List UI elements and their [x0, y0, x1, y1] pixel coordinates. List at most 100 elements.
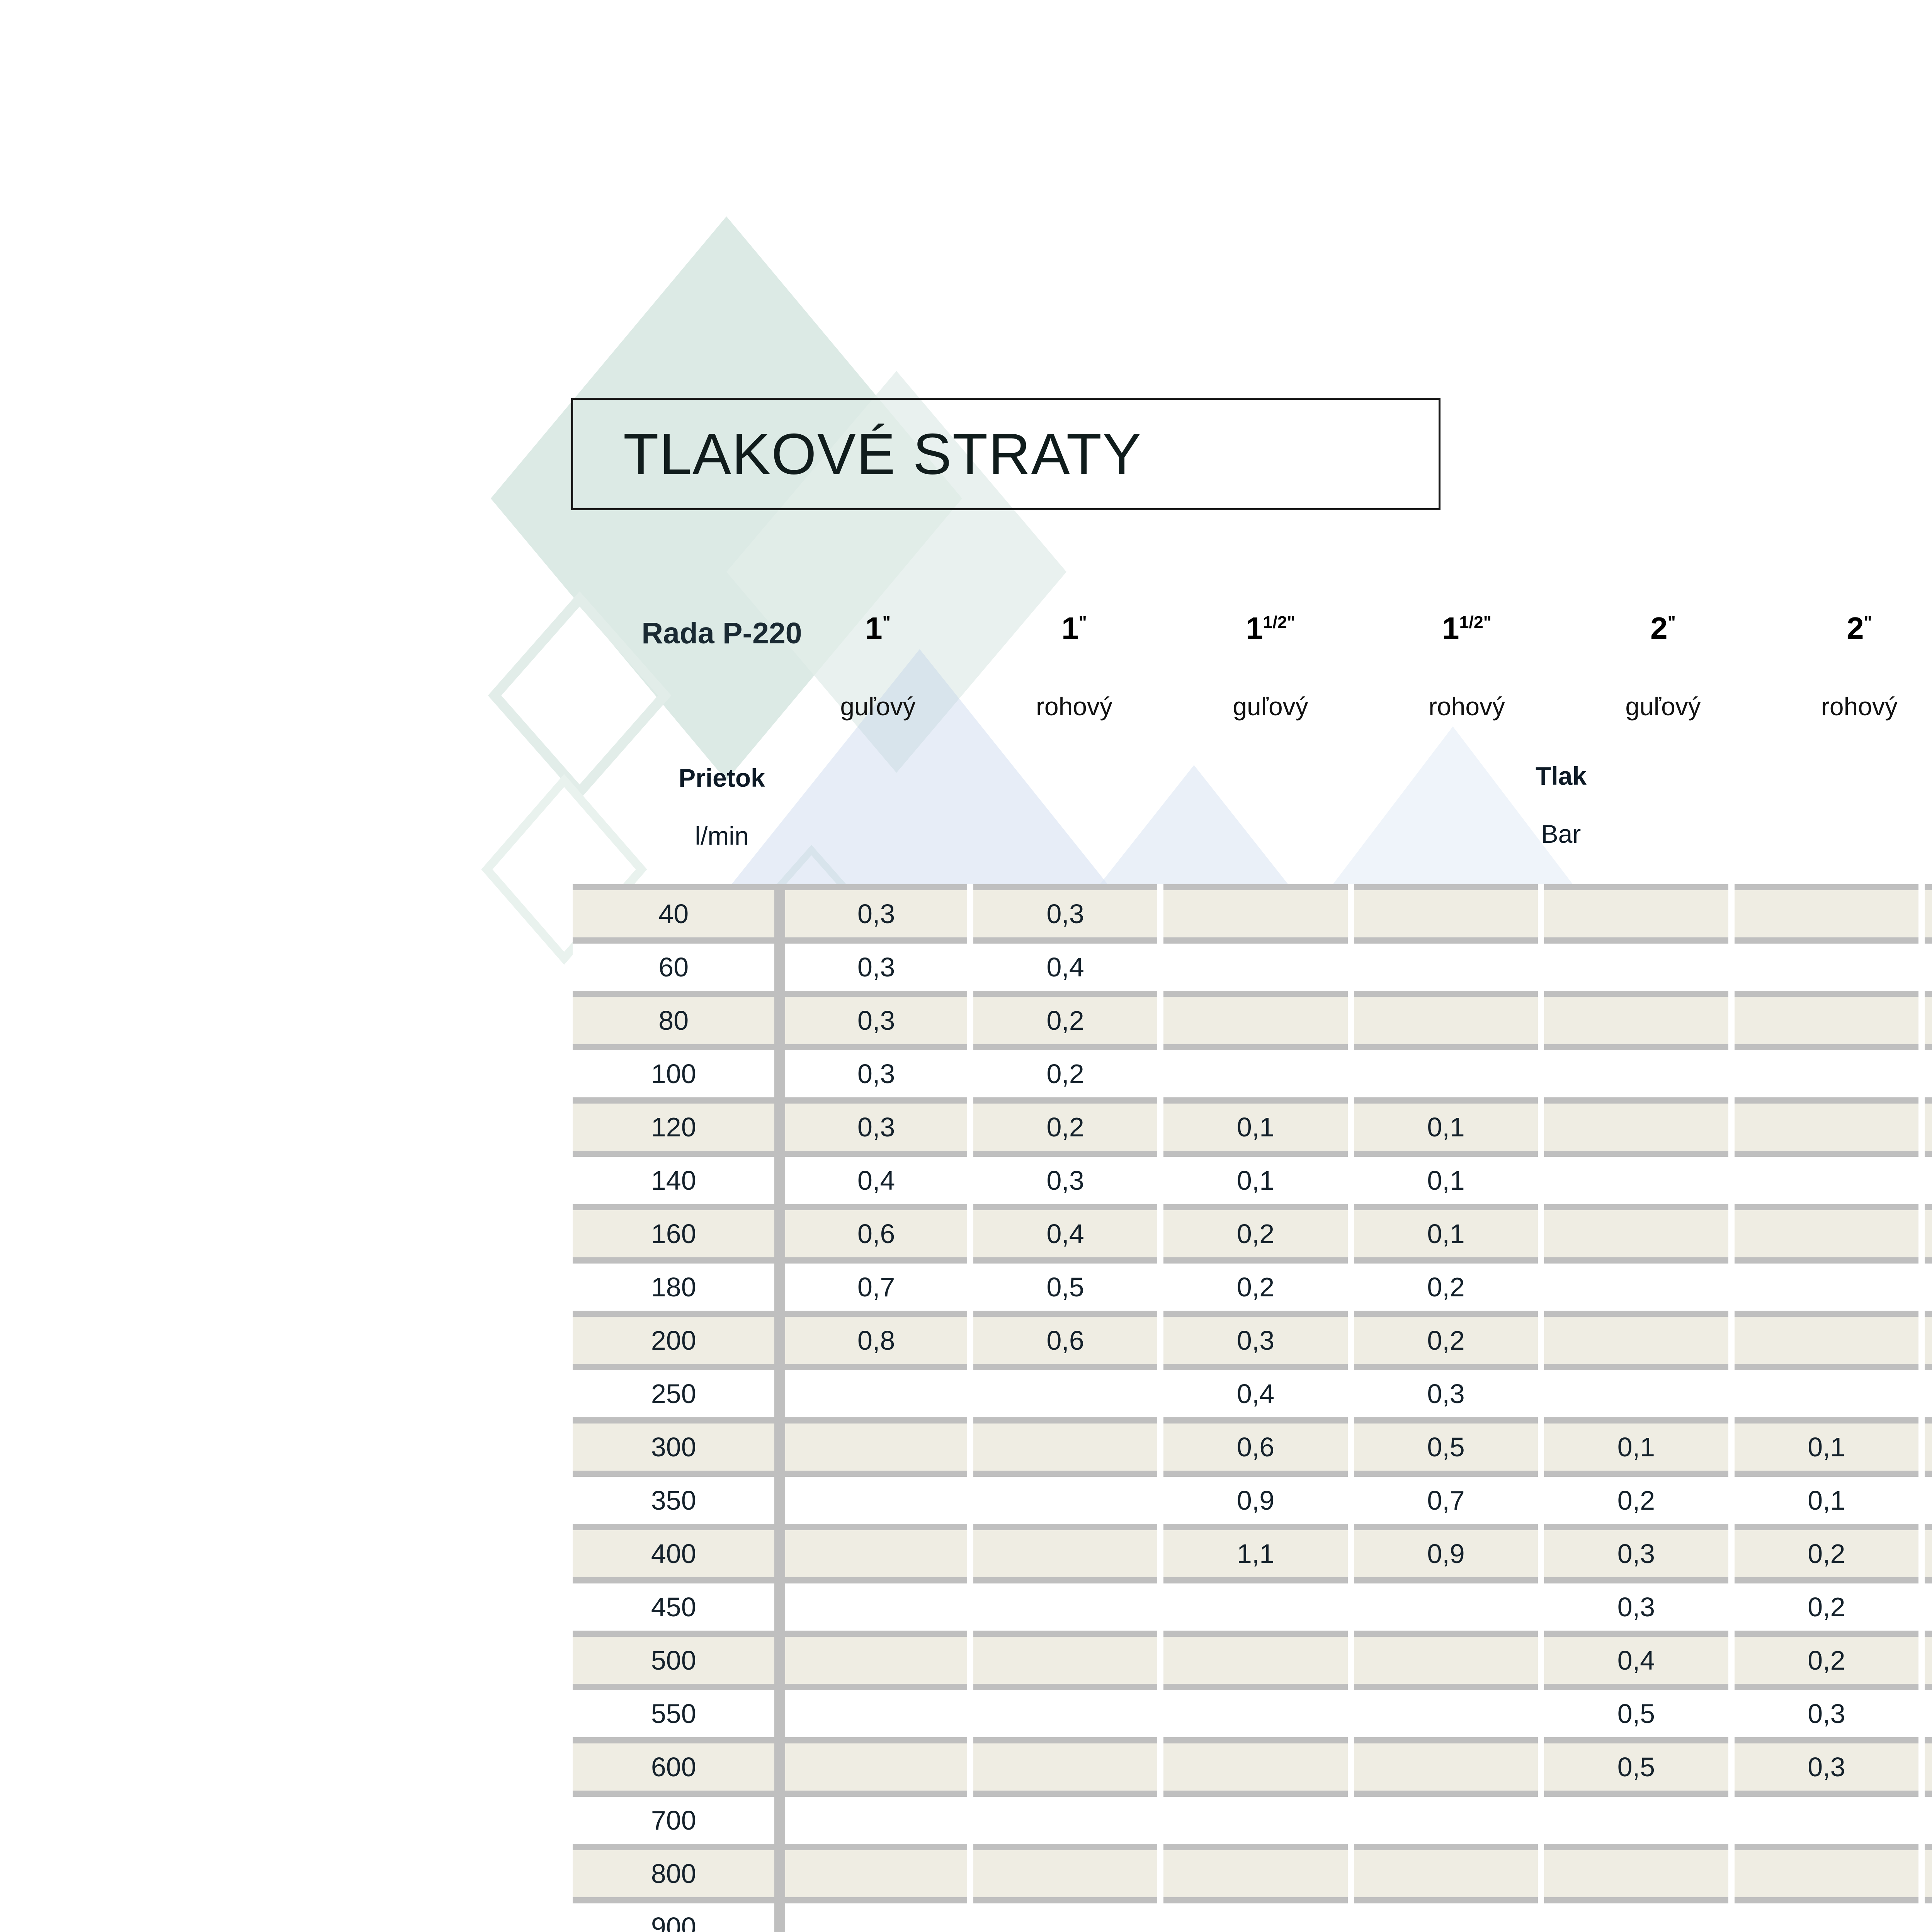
page-title-box: TLAKOVÉ STRATY — [571, 398, 1440, 510]
cell-flow: 700 — [573, 1791, 786, 1847]
cell-flow: 180 — [573, 1257, 786, 1314]
cell-flow: 120 — [573, 1097, 786, 1154]
cell-value — [1160, 1844, 1354, 1900]
cell-value: 0,2 — [970, 1044, 1164, 1100]
cell-value: 0,7 — [780, 1257, 973, 1314]
cell-flow: 250 — [573, 1364, 786, 1420]
cell-value — [1922, 1097, 1932, 1154]
cell-value — [1160, 1897, 1354, 1932]
cell-value: 0,2 — [1922, 1737, 1932, 1794]
cell-value: 0,2 — [970, 991, 1164, 1047]
cell-value: 0,2 — [1731, 1577, 1925, 1634]
cell-value — [1731, 991, 1925, 1047]
cell-value — [1350, 1631, 1544, 1687]
cell-value — [780, 1417, 973, 1474]
table-row: 80 0,3 0,2 — [573, 991, 1932, 1047]
flow-unit: l/min — [695, 821, 749, 850]
cell-value — [1160, 1684, 1354, 1740]
cell-value: 0,9 — [1160, 1471, 1354, 1527]
cell-value — [1731, 1204, 1925, 1260]
cell-value — [1541, 937, 1735, 994]
column-size-3: 11/2" — [1245, 611, 1295, 645]
cell-value — [970, 1631, 1164, 1687]
cell-value — [1541, 884, 1735, 940]
cell-value: 0,4 — [780, 1151, 973, 1207]
cell-value — [1350, 1844, 1544, 1900]
cell-flow: 800 — [573, 1844, 786, 1900]
cell-value: 0,3 — [780, 991, 973, 1047]
cell-value: 0,2 — [1731, 1631, 1925, 1687]
cell-flow: 400 — [573, 1524, 786, 1580]
cell-value: 0,2 — [1541, 1471, 1735, 1527]
cell-value — [1350, 1044, 1544, 1100]
column-size-4: 11/2" — [1442, 611, 1492, 645]
column-type-3: guľový — [1233, 692, 1308, 721]
cell-value: 0,1 — [1350, 1204, 1544, 1260]
cell-value — [1731, 1044, 1925, 1100]
cell-value: 0,6 — [970, 1311, 1164, 1367]
cell-value — [1922, 1417, 1932, 1474]
cell-value — [970, 1684, 1164, 1740]
cell-value: 0,5 — [970, 1257, 1164, 1314]
cell-flow: 40 — [573, 884, 786, 940]
cell-value — [1731, 884, 1925, 940]
cell-value — [970, 1524, 1164, 1580]
cell-value — [1350, 991, 1544, 1047]
cell-value — [1922, 1364, 1932, 1420]
cell-value — [970, 1897, 1164, 1932]
cell-value — [780, 1844, 973, 1900]
cell-value — [1350, 1737, 1544, 1794]
cell-value — [1541, 1204, 1735, 1260]
cell-value — [1541, 1097, 1735, 1154]
cell-flow: 500 — [573, 1631, 786, 1687]
cell-flow: 550 — [573, 1684, 786, 1740]
cell-value — [780, 1791, 973, 1847]
cell-flow: 300 — [573, 1417, 786, 1474]
cell-value: 0,3 — [1731, 1737, 1925, 1794]
cell-value — [1350, 937, 1544, 994]
table-row: 400 1,1 0,9 0,3 0,2 — [573, 1524, 1932, 1580]
cell-value — [1731, 937, 1925, 994]
cell-value — [1922, 1044, 1932, 1100]
cell-value: 0,5 — [1350, 1417, 1544, 1474]
cell-value — [1160, 937, 1354, 994]
table-row: 200 0,8 0,6 0,3 0,2 — [573, 1311, 1932, 1367]
cell-flow: 350 — [573, 1471, 786, 1527]
cell-flow: 900 — [573, 1897, 786, 1932]
cell-value — [1160, 1791, 1354, 1847]
cell-value — [780, 1364, 973, 1420]
table-row: 100 0,3 0,2 — [573, 1044, 1932, 1100]
table-row: 40 0,3 0,3 — [573, 884, 1932, 940]
cell-value: 0,3 — [970, 884, 1164, 940]
cell-value — [1541, 1791, 1735, 1847]
cell-value: 0,4 — [1541, 1631, 1735, 1687]
cell-value — [1922, 1311, 1932, 1367]
cell-value: 0,2 — [1922, 1791, 1932, 1847]
cell-flow: 450 — [573, 1577, 786, 1634]
table-row: 180 0,7 0,5 0,2 0,2 — [573, 1257, 1932, 1314]
cell-value — [970, 1471, 1164, 1527]
cell-value — [1731, 1364, 1925, 1420]
cell-value — [1350, 884, 1544, 940]
cell-value — [1922, 1684, 1932, 1740]
cell-value — [1922, 937, 1932, 994]
cell-value — [1922, 1151, 1932, 1207]
cell-value — [780, 1577, 973, 1634]
cell-value: 0,1 — [1160, 1151, 1354, 1207]
cell-value — [970, 1791, 1164, 1847]
cell-value — [970, 1577, 1164, 1634]
table-row: 160 0,6 0,4 0,2 0,1 — [573, 1204, 1932, 1260]
pressure-unit: Bar — [1541, 820, 1581, 848]
table-row: 450 0,3 0,2 — [573, 1577, 1932, 1634]
cell-value — [1541, 1257, 1735, 1314]
cell-value: 0,5 — [1541, 1737, 1735, 1794]
cell-value — [1922, 1471, 1932, 1527]
flow-label: Prietok — [679, 764, 765, 792]
table-row: 120 0,3 0,2 0,1 0,1 — [573, 1097, 1932, 1154]
cell-value: 0,3 — [1922, 1844, 1932, 1900]
cell-value — [1541, 1151, 1735, 1207]
column-size-2: 1" — [1061, 611, 1087, 645]
cell-value — [1541, 1364, 1735, 1420]
